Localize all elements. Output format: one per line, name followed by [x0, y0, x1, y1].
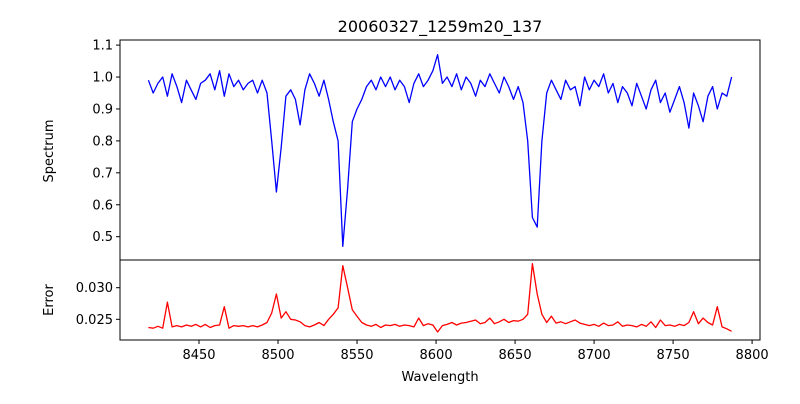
axes-frame [119, 39, 761, 261]
y-tick-label: 0.025 [76, 313, 113, 328]
spectrum-line [147, 54, 733, 247]
x-tick-label: 8500 [261, 348, 294, 363]
x-tick-label: 8800 [736, 348, 769, 363]
y-tick-label: 0.5 [92, 230, 113, 245]
x-tick-label: 8650 [499, 348, 532, 363]
error-y-axis-label: Error [42, 284, 57, 316]
chart-title: 20060327_1259m20_137 [338, 17, 543, 37]
error-line [148, 263, 732, 333]
y-tick-label: 0.7 [92, 166, 113, 181]
y-tick-label: 1.0 [92, 71, 113, 86]
axes-frame [119, 259, 761, 341]
x-tick-label: 8550 [340, 348, 373, 363]
x-tick-label: 8600 [420, 348, 453, 363]
spectrum-panel: 0.5 0.6 0.7 0.8 0.9 1.0 1.1 [92, 39, 761, 261]
y-tick-label: 0.030 [76, 281, 113, 296]
y-tick-label: 0.6 [92, 198, 113, 213]
x-tick-label: 8450 [182, 348, 215, 363]
spectrum-y-axis-label: Spectrum [42, 120, 57, 183]
y-tick-label: 0.9 [92, 102, 113, 117]
y-tick-label: 1.1 [92, 39, 113, 54]
x-tick-label: 8700 [578, 348, 611, 363]
y-tick-label: 0.8 [92, 134, 113, 149]
error-panel: 0.025 0.030 8450 8500 8550 8600 8650 8700 8750 88… [76, 259, 769, 363]
x-tick-label: 8750 [657, 348, 690, 363]
x-axis-label: Wavelength [401, 370, 478, 385]
